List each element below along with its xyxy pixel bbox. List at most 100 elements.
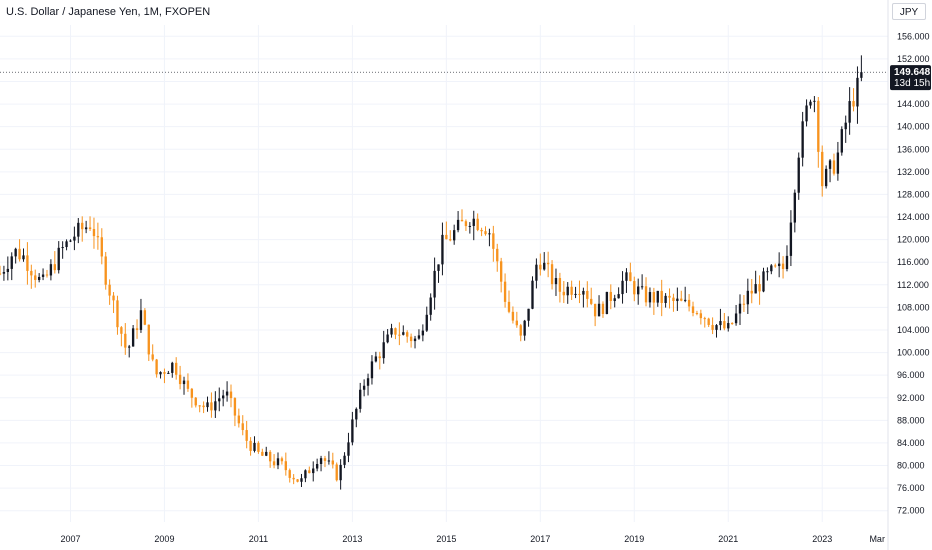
- candle-body: [456, 219, 460, 231]
- candle-body: [484, 231, 487, 235]
- candle-body: [601, 303, 605, 314]
- candle-body: [774, 265, 777, 267]
- candle-body: [241, 423, 244, 431]
- candle-body: [558, 278, 562, 292]
- candle-body: [554, 278, 558, 285]
- candle-body: [570, 286, 573, 295]
- candle-body: [507, 301, 511, 312]
- candle-body: [738, 303, 742, 314]
- candle-body: [88, 227, 92, 230]
- candle-body: [139, 310, 143, 330]
- candle-body: [817, 100, 820, 152]
- candle-body: [26, 255, 29, 271]
- candle-body: [691, 306, 695, 313]
- candle-body: [202, 405, 205, 408]
- y-tick-label: 136.000: [897, 144, 930, 154]
- x-tick-label: 2017: [530, 534, 550, 544]
- candle-body: [120, 327, 123, 334]
- candle-body: [0, 273, 2, 275]
- candle-body: [746, 290, 750, 305]
- candle-body: [261, 451, 264, 456]
- candle-body: [394, 328, 397, 335]
- candle-body: [519, 325, 522, 336]
- candle-body: [848, 101, 851, 123]
- candle-body: [308, 470, 311, 474]
- candle-body: [590, 298, 593, 304]
- candle-body: [131, 328, 135, 347]
- candle-body: [449, 239, 452, 241]
- candle-body: [715, 325, 718, 330]
- candle-body: [331, 460, 334, 465]
- last-price-box: [890, 65, 931, 91]
- candle-body: [374, 356, 378, 362]
- candle-body: [355, 408, 358, 420]
- price-axis: 72.000 76.000 80.000 84.000 88.000 92.000 96.0…: [887, 0, 930, 550]
- y-tick-label: 80.000: [897, 461, 925, 471]
- candlestick-series: [0, 55, 863, 490]
- candle-body: [382, 342, 385, 359]
- candle-body: [10, 256, 13, 269]
- candle-body: [406, 332, 409, 337]
- candle-body: [566, 286, 569, 296]
- candle-body: [488, 233, 491, 235]
- y-tick-label: 112.000: [897, 280, 929, 290]
- y-tick-label: 116.000: [897, 257, 929, 267]
- candle-body: [754, 284, 757, 294]
- candle-body: [499, 261, 503, 282]
- candle-body: [96, 236, 100, 238]
- candle-body: [527, 308, 530, 321]
- candle-body: [300, 478, 303, 482]
- y-tick-label: 76.000: [897, 483, 925, 493]
- candle-body: [22, 255, 25, 260]
- x-tick-label: 2011: [249, 534, 268, 544]
- candle-body: [758, 284, 761, 292]
- time-axis: 2007 2009 2011 2013 2015 2017 2019 2021 2023 Mar: [60, 534, 884, 544]
- candle-body: [359, 389, 362, 409]
- candle-body: [832, 160, 836, 174]
- y-tick-label: 84.000: [897, 438, 925, 448]
- candle-body: [37, 276, 41, 280]
- currency-button[interactable]: JPY: [892, 3, 926, 20]
- candle-body: [143, 310, 147, 325]
- candle-body: [777, 263, 781, 267]
- candle-body: [684, 299, 687, 301]
- x-tick-label: 2021: [718, 534, 738, 544]
- candle-body: [730, 323, 734, 325]
- candle-body: [476, 218, 479, 230]
- candle-body: [781, 263, 785, 270]
- candle-body: [801, 121, 804, 158]
- candle-body: [69, 240, 72, 242]
- candle-body: [676, 298, 679, 302]
- candle-body: [366, 378, 370, 386]
- candle-body: [276, 458, 280, 466]
- candle-body: [417, 335, 421, 339]
- candle-body: [288, 470, 291, 478]
- candle-body: [633, 281, 636, 295]
- y-tick-label: 120.000: [897, 235, 930, 245]
- candle-body: [73, 236, 76, 241]
- candle-body: [77, 222, 80, 237]
- candle-body: [546, 262, 550, 265]
- candle-body: [312, 468, 315, 474]
- candle-body: [53, 264, 56, 271]
- candle-body: [41, 274, 45, 277]
- candle-body: [167, 372, 170, 374]
- candle-body: [319, 458, 323, 464]
- candle-body: [453, 230, 456, 241]
- candle-body: [574, 293, 577, 295]
- candle-body: [272, 461, 276, 466]
- y-tick-label: 128.000: [897, 189, 930, 199]
- candle-body: [644, 286, 648, 303]
- candle-body: [613, 298, 616, 301]
- candle-body: [852, 101, 855, 107]
- x-tick-label: 2023: [812, 534, 832, 544]
- candle-body: [836, 152, 840, 174]
- candle-body: [2, 272, 6, 274]
- candle-body: [214, 401, 217, 411]
- candle-body: [65, 241, 68, 248]
- candle-body: [57, 247, 60, 271]
- candle-body: [429, 297, 432, 315]
- candle-body: [723, 321, 726, 329]
- candle-body: [135, 328, 139, 330]
